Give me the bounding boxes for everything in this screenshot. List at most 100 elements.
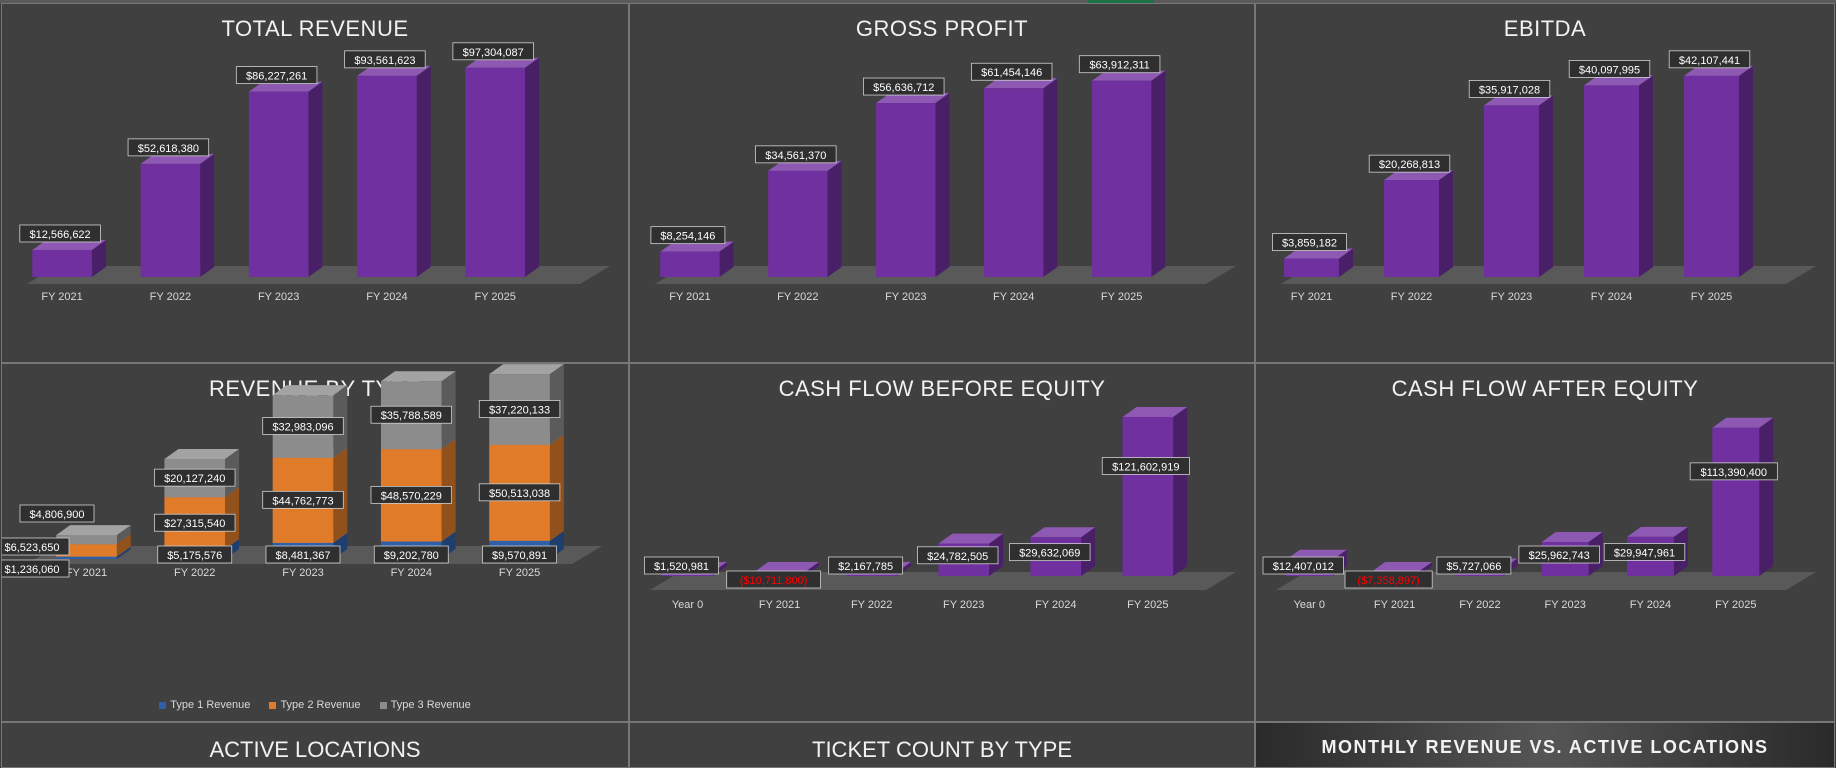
data-label-box bbox=[1689, 462, 1778, 481]
legend-item-type2: Type 2 Revenue bbox=[269, 699, 361, 711]
data-label-box bbox=[650, 226, 726, 245]
data-label: $24,782,505 bbox=[917, 546, 999, 565]
bar-top bbox=[140, 153, 215, 164]
bar bbox=[32, 239, 106, 277]
cash-flow-before-equity-chart[interactable]: CASH FLOW BEFORE EQUITY $1,520,981 Year 0… bbox=[629, 363, 1255, 722]
bar bbox=[768, 160, 842, 277]
legend-swatch bbox=[379, 701, 387, 709]
data-label: $63,912,311 bbox=[1078, 55, 1161, 74]
x-tick-label: FY 2021 bbox=[1291, 291, 1332, 303]
x-tick-label: FY 2024 bbox=[993, 291, 1034, 303]
bar bbox=[660, 241, 734, 277]
gross-profit-chart[interactable]: GROSS PROFIT $8,254,146 FY 2021 $34,561,37… bbox=[629, 3, 1255, 363]
bar-top bbox=[1684, 65, 1753, 76]
legend-swatch bbox=[269, 701, 277, 709]
bar bbox=[1584, 75, 1653, 278]
bar-top bbox=[984, 78, 1058, 89]
data-label-box bbox=[2, 537, 70, 556]
x-tick-label: FY 2023 bbox=[282, 567, 323, 579]
data-label-box bbox=[370, 405, 452, 424]
cash-flow-after-equity-chart[interactable]: CASH FLOW AFTER EQUITY $12,407,012 Year 0… bbox=[1255, 363, 1835, 722]
data-label-text: $40,097,995 bbox=[1579, 64, 1640, 76]
data-label: $8,254,146 bbox=[650, 226, 726, 245]
data-label: $9,202,780 bbox=[373, 545, 449, 564]
bar-side bbox=[719, 241, 734, 277]
data-label-text: $1,520,981 bbox=[654, 561, 709, 573]
data-label: $56,636,712 bbox=[863, 77, 945, 96]
active-locations-panel[interactable]: ACTIVE LOCATIONS bbox=[1, 722, 629, 768]
data-label: $1,520,981 bbox=[644, 556, 719, 575]
chart-title: TOTAL REVENUE bbox=[221, 16, 409, 41]
x-tick-label: Year 0 bbox=[672, 599, 703, 611]
data-label-box bbox=[19, 224, 101, 243]
bar-front bbox=[32, 249, 92, 277]
data-label: $50,513,038 bbox=[478, 483, 561, 502]
x-tick-label: FY 2022 bbox=[851, 599, 892, 611]
bar-side bbox=[1151, 70, 1166, 277]
bar bbox=[140, 153, 215, 277]
bar-top bbox=[1712, 417, 1774, 428]
bar-side bbox=[1759, 417, 1774, 576]
x-tick-label: FY 2023 bbox=[258, 291, 299, 303]
bar-front bbox=[1091, 80, 1152, 277]
total-revenue-chart[interactable]: TOTAL REVENUE $12,566,622 FY 2021 $52,618,… bbox=[1, 3, 629, 363]
data-label-box bbox=[478, 400, 561, 418]
data-label: $5,175,576 bbox=[157, 545, 233, 564]
data-label: $32,983,096 bbox=[262, 417, 344, 435]
data-label-text: $44,762,773 bbox=[272, 495, 333, 507]
data-label-box bbox=[1518, 545, 1600, 564]
bar-side bbox=[1739, 65, 1753, 277]
data-label-text: $29,632,069 bbox=[1019, 548, 1080, 560]
bar-side bbox=[827, 160, 842, 277]
x-tick-label: FY 2022 bbox=[1391, 291, 1432, 303]
bar-top bbox=[56, 525, 131, 536]
data-label-text: $121,602,919 bbox=[1112, 461, 1179, 473]
data-label: $37,220,133 bbox=[478, 400, 561, 418]
monthly-revenue-panel[interactable]: MONTHLY REVENUE VS. ACTIVE LOCATIONS bbox=[1255, 722, 1835, 768]
data-label-box bbox=[828, 556, 904, 575]
data-label-text: $20,268,813 bbox=[1379, 159, 1440, 171]
data-label: $44,762,773 bbox=[262, 490, 344, 509]
ticket-count-panel[interactable]: TICKET COUNT BY TYPE bbox=[629, 722, 1255, 768]
data-label-text: $8,254,146 bbox=[660, 231, 715, 243]
data-label-text: $34,561,370 bbox=[765, 150, 826, 162]
bar-side bbox=[116, 525, 131, 545]
bar-side bbox=[1173, 406, 1188, 576]
x-tick-label: FY 2024 bbox=[366, 291, 407, 303]
data-label-box bbox=[1468, 79, 1551, 98]
bar-front bbox=[56, 544, 117, 557]
data-label-text: $8,481,367 bbox=[275, 550, 330, 562]
bar-front bbox=[876, 103, 936, 277]
data-label-text: $32,983,096 bbox=[272, 422, 333, 434]
data-label-box bbox=[344, 50, 426, 69]
data-label: $121,602,919 bbox=[1101, 457, 1190, 475]
legend-label: Type 2 Revenue bbox=[280, 699, 361, 711]
chart-title: GROSS PROFIT bbox=[855, 16, 1029, 41]
data-label: ($7,358,897) bbox=[1344, 570, 1433, 589]
x-tick-label: FY 2022 bbox=[174, 567, 215, 579]
chart-title: TICKET COUNT BY TYPE bbox=[812, 737, 1072, 762]
x-tick-label: FY 2024 bbox=[1630, 599, 1671, 611]
bar-top bbox=[32, 239, 106, 250]
bar-front bbox=[768, 170, 828, 277]
data-label-text: $12,566,622 bbox=[30, 229, 91, 241]
bar-top bbox=[1541, 532, 1603, 543]
data-label: $86,227,261 bbox=[235, 66, 318, 85]
data-label: $9,570,891 bbox=[482, 545, 557, 564]
ebitda-chart[interactable]: EBITDA $3,859,182 FY 2021 $20,268,813 FY 20… bbox=[1255, 3, 1835, 363]
data-label: $61,454,146 bbox=[970, 62, 1053, 81]
chart-plot: $12,407,012 Year 0 ($7,358,897) FY 2021 $5,7… bbox=[1262, 417, 1816, 611]
x-tick-label: FY 2021 bbox=[759, 599, 800, 611]
data-label-box bbox=[1603, 543, 1686, 561]
data-label: $12,407,012 bbox=[1262, 556, 1345, 575]
data-label-text: $9,570,891 bbox=[492, 550, 547, 562]
bar bbox=[1712, 417, 1774, 576]
bar bbox=[1484, 95, 1553, 277]
bar-top bbox=[660, 241, 734, 252]
bar bbox=[248, 81, 323, 277]
data-label-text: $56,636,712 bbox=[873, 82, 934, 94]
bar-front bbox=[140, 163, 201, 277]
data-label-box bbox=[644, 556, 719, 575]
chart-plot: $12,566,622 FY 2021 $52,618,380 FY 2022 $86,… bbox=[19, 42, 610, 303]
